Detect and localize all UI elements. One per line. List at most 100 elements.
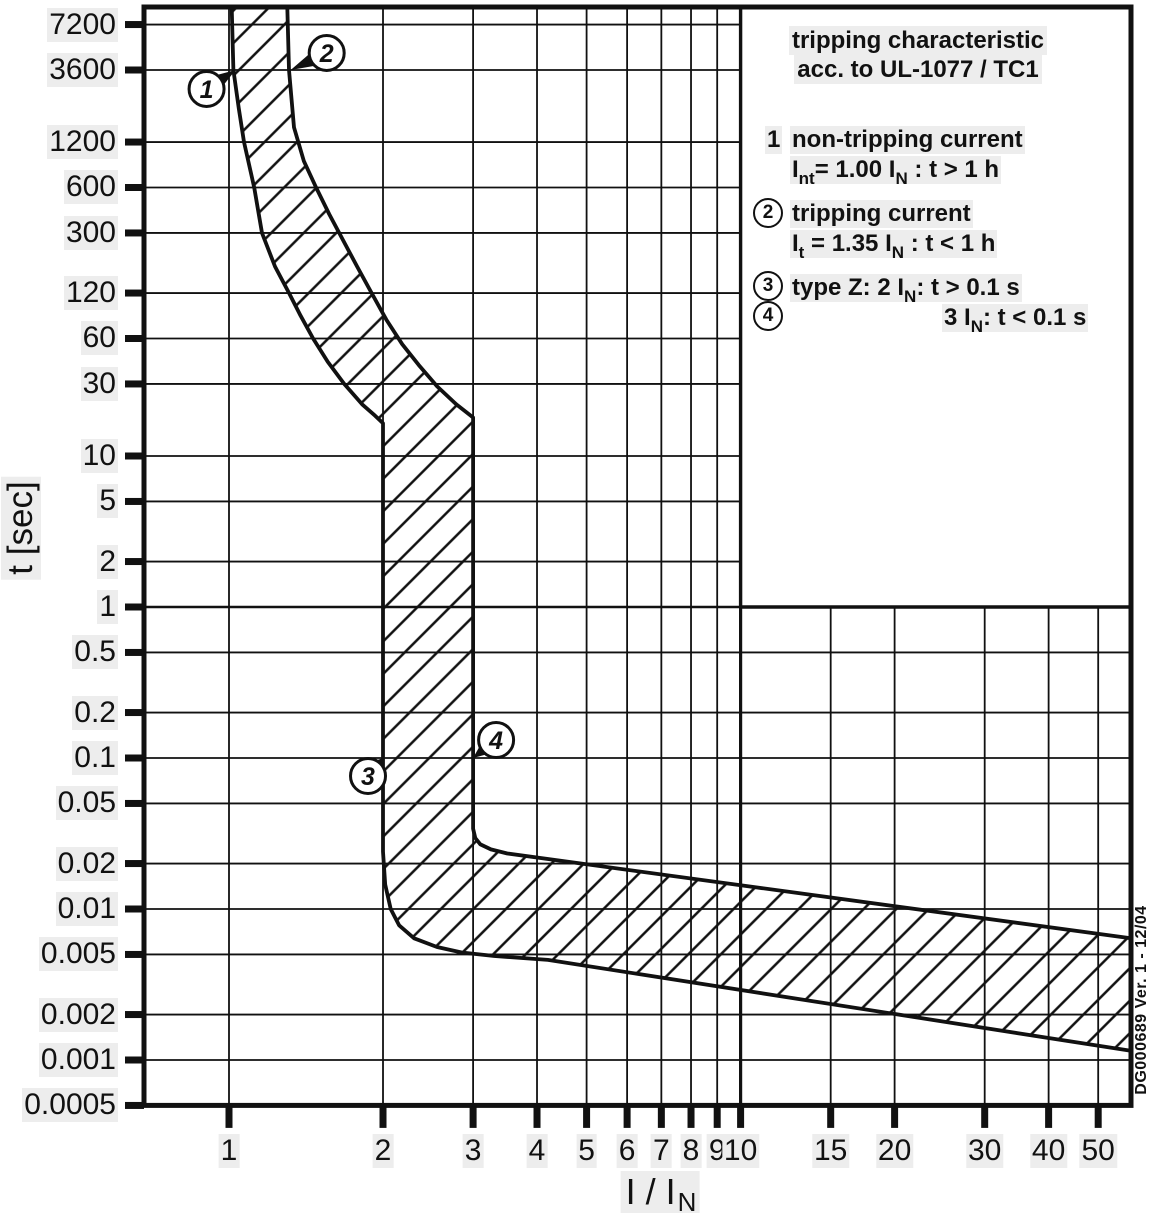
y-tick-label-120: 120 [63, 276, 118, 311]
tolerance-band-hatch [231, 7, 1131, 1051]
y-tick-0.0005 [125, 1101, 144, 1109]
x-tick-9 [713, 1106, 721, 1128]
x-tick-label-3: 3 [462, 1134, 484, 1168]
formula-text: type Z: 2 I [792, 274, 905, 301]
x-tick-label-8: 8 [680, 1134, 702, 1168]
x-tick-6 [623, 1106, 631, 1128]
document-number-watermark: DG000689 Ver. 1 - 12/04 [1133, 905, 1150, 1095]
y-tick-1 [125, 603, 144, 611]
y-tick-label-30: 30 [80, 366, 118, 401]
y-tick-label-0.05: 0.05 [55, 786, 118, 821]
y-tick-0.005 [125, 950, 144, 958]
formula-text: I [792, 230, 799, 257]
y-tick-label-1: 1 [97, 590, 118, 624]
x-tick-1 [225, 1106, 233, 1128]
formula-text: : t > 0.1 s [916, 274, 1020, 301]
legend-title-line1: tripping characteristic [788, 26, 1048, 55]
formula-subscript: N [895, 169, 908, 188]
y-tick-label-0.2: 0.2 [72, 695, 118, 730]
formula-subscript: N [891, 243, 905, 262]
y-tick-300 [125, 229, 144, 237]
y-tick-label-60: 60 [80, 321, 118, 356]
legend: tripping characteristic acc. to UL-1077 … [742, 8, 1130, 607]
legend-item-2-formula: It = 1.35 IN : t < 1 h [790, 230, 998, 262]
marker-circle-3 [349, 757, 388, 795]
legend-title: tripping characteristic acc. to UL-1077 … [742, 26, 1094, 84]
x-tick-10 [737, 1106, 745, 1128]
legend-item-2-circled-number: 2 [753, 198, 783, 228]
y-tick-label-0.5: 0.5 [72, 635, 118, 670]
formula-text: : t > 1 h [907, 156, 1000, 183]
x-tick-40 [1045, 1106, 1053, 1128]
x-tick-2 [379, 1106, 387, 1128]
x-tick-label-30: 30 [966, 1134, 1004, 1168]
legend-item-3-circled-number: 3 [753, 271, 783, 301]
formula-subscript: N [904, 287, 917, 306]
y-tick-label-0.005: 0.005 [38, 937, 118, 972]
curve-non-tripping [229, 7, 1131, 1053]
x-tick-label-20: 20 [875, 1134, 914, 1168]
x-tick-label-7: 7 [651, 1134, 672, 1168]
y-tick-0.02 [125, 860, 144, 868]
formula-subscript: t [798, 243, 805, 262]
y-tick-0.5 [125, 648, 144, 656]
y-axis-title: t [sec] [1, 476, 41, 580]
x-axis-title: I / IN [620, 1171, 700, 1217]
x-tick-3 [469, 1106, 477, 1128]
plot-border [141, 4, 1134, 1108]
x-tick-label-1: 1 [218, 1134, 240, 1168]
y-tick-2 [125, 558, 144, 566]
marker-2: 2 [290, 33, 346, 72]
x-tick-label-15: 15 [812, 1134, 850, 1168]
y-tick-0.1 [125, 754, 144, 762]
x-axis-title-main: I / I [625, 1171, 676, 1212]
tick-marks [125, 21, 1102, 1128]
formula-text: = 1.35 I [804, 230, 892, 257]
y-tick-30 [125, 380, 144, 388]
tolerance-band [229, 7, 1131, 1053]
y-tick-label-0.0005: 0.0005 [22, 1088, 118, 1123]
y-tick-label-300: 300 [63, 215, 118, 250]
y-tick-label-0.1: 0.1 [72, 741, 118, 775]
y-tick-0.01 [125, 905, 144, 913]
y-tick-label-0.01: 0.01 [55, 892, 118, 926]
x-tick-label-5: 5 [576, 1134, 597, 1168]
legend-item-3-formula: type Z: 2 IN: t > 0.1 s [790, 274, 1022, 306]
marker-3: 3 [349, 757, 388, 795]
x-tick-label-40: 40 [1029, 1134, 1068, 1168]
formula-text: I [792, 156, 799, 183]
y-tick-5 [125, 497, 144, 505]
y-tick-label-7200: 7200 [47, 7, 118, 42]
y-tick-label-0.02: 0.02 [55, 846, 118, 881]
y-tick-120 [125, 289, 144, 297]
marker-circle-2 [307, 33, 346, 72]
legend-title-line2: acc. to UL-1077 / TC1 [794, 55, 1042, 84]
marker-circle-1 [187, 69, 226, 108]
x-tick-label-4: 4 [526, 1134, 548, 1168]
x-tick-4 [533, 1106, 541, 1128]
x-tick-5 [583, 1106, 591, 1128]
legend-item-1-number: 1 [765, 126, 783, 154]
x-tick-label-2: 2 [372, 1134, 394, 1168]
y-tick-0.002 [125, 1011, 144, 1019]
formula-text: : t < 1 h [904, 230, 996, 257]
y-tick-label-0.002: 0.002 [38, 997, 118, 1032]
marker-number-4: 4 [488, 727, 503, 755]
y-tick-label-0.001: 0.001 [38, 1043, 118, 1077]
legend-item-1-formula: Int= 1.00 IN : t > 1 h [790, 156, 1002, 188]
curve-tripping [285, 7, 1131, 941]
marker-number-3: 3 [361, 763, 375, 791]
y-tick-10 [125, 452, 144, 460]
y-tick-0.001 [125, 1056, 144, 1064]
y-tick-3600 [125, 66, 144, 74]
marker-circle-4 [477, 721, 516, 759]
formula-subscript: nt [798, 169, 815, 188]
formula-text: 3 I [944, 304, 971, 331]
legend-item-1-text: non-tripping current [790, 126, 1025, 154]
y-tick-label-10: 10 [80, 439, 118, 473]
y-tick-600 [125, 183, 144, 191]
y-tick-60 [125, 334, 144, 342]
marker-1: 1 [187, 69, 236, 108]
marker-number-1: 1 [200, 76, 214, 104]
